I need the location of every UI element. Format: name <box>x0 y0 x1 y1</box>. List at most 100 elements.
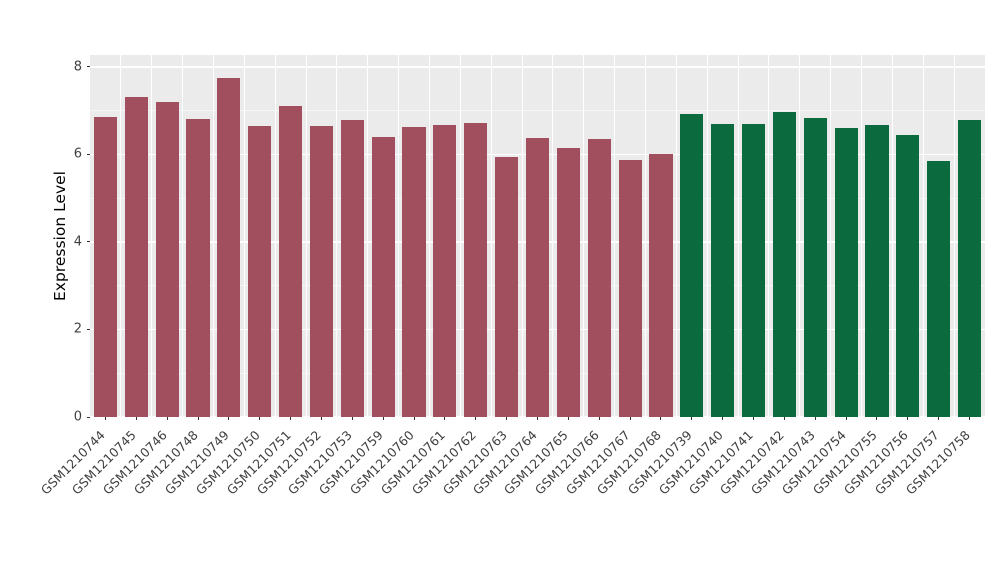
x-tick-mark <box>413 417 415 420</box>
vertical-gridline <box>367 55 369 417</box>
x-tick-mark <box>783 417 785 420</box>
vertical-gridline <box>706 55 708 417</box>
bar-GSM1210766 <box>587 139 611 417</box>
bar-GSM1210742 <box>772 111 796 417</box>
x-tick-mark <box>382 417 384 420</box>
bar-GSM1210744 <box>93 117 117 417</box>
vertical-gridline <box>799 55 801 417</box>
bar-GSM1210760 <box>402 127 426 417</box>
vertical-gridline <box>861 55 863 417</box>
plot-panel <box>90 55 985 417</box>
x-tick-mark <box>259 417 261 420</box>
x-tick-mark <box>876 417 878 420</box>
x-tick-mark <box>660 417 662 420</box>
vertical-gridline <box>305 55 307 417</box>
bar-GSM1210746 <box>155 101 179 417</box>
x-tick-mark <box>722 417 724 420</box>
vertical-gridline <box>398 55 400 417</box>
vertical-gridline <box>583 55 585 417</box>
x-tick-mark <box>629 417 631 420</box>
vertical-gridline <box>151 55 153 417</box>
bar-GSM1210740 <box>711 123 735 417</box>
y-tick-label: 0 <box>73 409 82 425</box>
bar-GSM1210751 <box>279 106 303 417</box>
bar-GSM1210741 <box>741 123 766 417</box>
bar-GSM1210759 <box>371 136 395 417</box>
x-tick-mark <box>475 417 477 420</box>
vertical-gridline <box>552 55 554 417</box>
x-tick-mark <box>166 417 168 420</box>
bar-GSM1210739 <box>680 114 704 417</box>
vertical-gridline <box>212 55 214 417</box>
bar-GSM1210761 <box>433 125 457 417</box>
vertical-gridline <box>953 55 955 417</box>
bar-GSM1210765 <box>556 147 580 417</box>
x-tick-mark <box>290 417 292 420</box>
y-tick-label: 8 <box>73 59 82 75</box>
minor-gridline <box>90 110 985 112</box>
bar-GSM1210755 <box>865 125 889 417</box>
vertical-gridline <box>274 55 276 417</box>
x-tick-mark <box>537 417 538 420</box>
bar-GSM1210767 <box>618 160 642 417</box>
x-tick-mark <box>197 417 199 420</box>
y-tick-mark <box>87 66 90 68</box>
y-tick-label: 6 <box>73 146 82 162</box>
major-gridline <box>90 66 985 68</box>
bar-GSM1210748 <box>186 119 210 417</box>
x-tick-mark <box>938 417 940 420</box>
vertical-gridline <box>675 55 677 417</box>
y-tick-mark <box>87 416 90 418</box>
bar-GSM1210758 <box>957 120 982 417</box>
x-tick-mark <box>567 417 569 420</box>
bar-GSM1210749 <box>217 77 241 417</box>
x-tick-mark <box>598 417 600 420</box>
x-tick-mark <box>444 417 446 420</box>
x-tick-mark <box>104 417 106 420</box>
bar-GSM1210764 <box>525 138 550 417</box>
bar-GSM1210754 <box>834 128 858 417</box>
vertical-gridline <box>830 55 832 417</box>
x-tick-mark <box>845 417 847 420</box>
bar-GSM1210756 <box>896 134 920 417</box>
vertical-gridline <box>428 55 430 417</box>
vertical-gridline <box>891 55 893 417</box>
vertical-gridline <box>459 55 461 417</box>
bar-GSM1210757 <box>927 160 951 417</box>
y-tick-mark <box>87 241 90 243</box>
vertical-gridline <box>768 55 770 417</box>
x-tick-mark <box>506 417 508 420</box>
x-tick-mark <box>753 417 755 420</box>
x-tick-mark <box>814 417 816 420</box>
vertical-gridline <box>922 55 924 417</box>
vertical-gridline <box>120 55 122 417</box>
x-tick-mark <box>228 417 230 420</box>
bar-GSM1210750 <box>248 125 272 417</box>
x-tick-mark <box>691 417 693 420</box>
y-tick-mark <box>87 153 90 155</box>
x-tick-mark <box>351 417 353 420</box>
vertical-gridline <box>182 55 184 417</box>
bar-GSM1210768 <box>649 153 673 417</box>
y-tick-mark <box>87 328 90 330</box>
vertical-gridline <box>614 55 616 417</box>
x-tick-mark <box>907 417 909 420</box>
x-tick-mark <box>135 417 137 420</box>
x-tick-mark <box>969 417 971 420</box>
vertical-gridline <box>737 55 739 417</box>
bar-GSM1210752 <box>309 125 334 417</box>
bar-GSM1210745 <box>124 97 148 417</box>
bar-GSM1210762 <box>464 122 488 417</box>
x-tick-mark <box>320 417 322 420</box>
bar-GSM1210743 <box>803 118 827 417</box>
bar-GSM1210763 <box>495 156 519 417</box>
vertical-gridline <box>645 55 647 417</box>
vertical-gridline <box>490 55 492 417</box>
vertical-gridline <box>243 55 245 417</box>
y-tick-label: 4 <box>73 234 82 250</box>
bar-GSM1210753 <box>340 120 364 417</box>
vertical-gridline <box>521 55 523 417</box>
vertical-gridline <box>336 55 338 417</box>
y-tick-label: 2 <box>73 321 82 337</box>
